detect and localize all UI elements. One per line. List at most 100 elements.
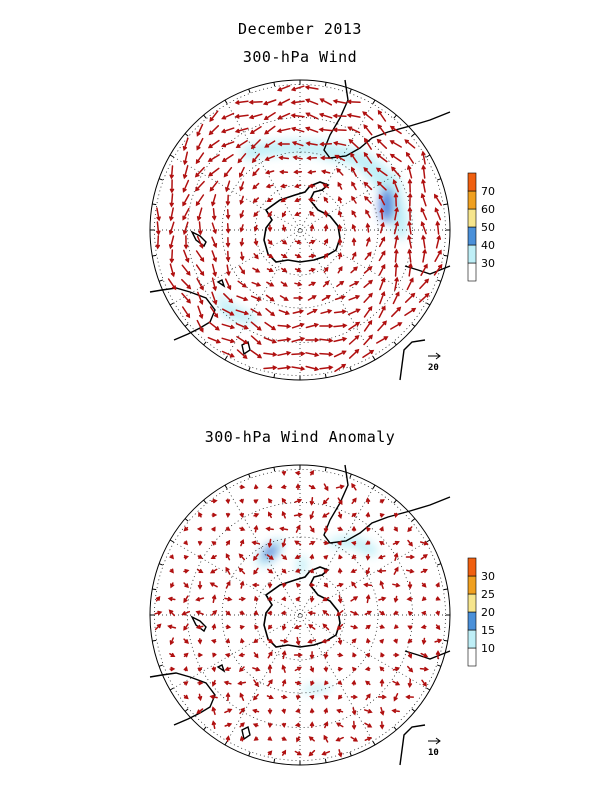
wind-vector xyxy=(363,582,373,588)
wind-vector xyxy=(309,721,315,728)
rim-tick xyxy=(426,154,431,158)
wind-vector xyxy=(379,290,386,305)
wind-vector xyxy=(323,707,329,714)
wind-vector xyxy=(308,211,315,217)
wind-vector xyxy=(197,568,204,574)
wind-vector xyxy=(225,638,231,644)
wind-vector xyxy=(376,138,388,149)
colorbar-segment xyxy=(467,575,477,595)
wind-vector xyxy=(280,484,287,490)
wind-vector xyxy=(195,194,205,207)
wind-vector xyxy=(389,153,402,163)
wind-vector xyxy=(295,708,301,713)
wind-vector xyxy=(181,610,191,616)
wind-vector xyxy=(211,236,218,249)
wind-vector xyxy=(350,568,357,574)
wind-vector xyxy=(194,166,205,178)
wind-vector xyxy=(236,295,249,302)
wind-vector xyxy=(266,197,274,203)
wind-vector xyxy=(253,524,259,533)
rim-tick xyxy=(203,341,207,346)
wind-vector xyxy=(225,553,231,561)
anomaly-map: 10 10 15 20 25 30 xyxy=(149,464,495,766)
wind-vector xyxy=(197,638,203,645)
wind-vector xyxy=(366,637,371,644)
wind-vector xyxy=(407,638,413,644)
wind-vector xyxy=(318,112,333,119)
wind-vector xyxy=(363,305,373,318)
wind-vector xyxy=(337,694,343,700)
wind-vector xyxy=(350,166,357,177)
wind-vector xyxy=(393,566,399,575)
wind-vector xyxy=(435,624,441,631)
wind-vector xyxy=(181,264,191,276)
wind-vector xyxy=(406,277,414,291)
wind-vector xyxy=(379,638,385,644)
wind-vector xyxy=(363,124,373,136)
rim-tick xyxy=(248,473,251,478)
wind-vector xyxy=(309,496,315,506)
wind-vector xyxy=(279,169,289,175)
antarctica-coastline xyxy=(263,181,341,263)
wind-vector xyxy=(422,248,427,263)
wind-vector xyxy=(337,251,343,260)
wind-vector xyxy=(225,180,231,193)
wind-vector xyxy=(407,248,412,263)
wind-vector xyxy=(323,666,329,673)
wind-vector xyxy=(365,222,371,233)
wind-vector xyxy=(350,596,359,602)
wind-vector xyxy=(267,651,273,659)
wind-vector xyxy=(278,155,290,161)
wind-vector xyxy=(267,224,273,233)
wind-vector xyxy=(348,294,361,301)
wind-vector xyxy=(239,224,244,233)
wind-vector xyxy=(207,139,220,149)
wind-vector xyxy=(277,351,292,357)
wind-vector xyxy=(253,567,259,575)
wind-vector xyxy=(336,708,344,714)
wind-vector xyxy=(392,582,401,588)
wind-vector xyxy=(323,555,329,560)
wind-vector xyxy=(221,350,235,358)
wind-vector xyxy=(364,722,373,728)
wind-vector xyxy=(238,567,246,575)
wind-vector xyxy=(407,178,413,193)
wind-vector xyxy=(334,363,347,373)
colorbar-label: 50 xyxy=(481,221,495,234)
wind-vector xyxy=(239,181,245,192)
wind-vector xyxy=(305,112,319,120)
wind-vector xyxy=(234,127,249,134)
wind-vector xyxy=(183,540,188,546)
wind-vector xyxy=(280,183,288,189)
wind-vector xyxy=(435,220,440,235)
wind-vector xyxy=(239,539,245,547)
wind-vector xyxy=(294,722,301,728)
wind-vector xyxy=(348,138,360,149)
wind-vector xyxy=(407,539,413,547)
wind-vector xyxy=(335,736,344,742)
wind-vector xyxy=(337,540,342,546)
wind-vector xyxy=(170,582,175,589)
wind-vector xyxy=(225,512,231,519)
wind-vector xyxy=(405,554,416,560)
wind-vector xyxy=(167,278,177,291)
wind-vector xyxy=(239,722,245,728)
wind-vector xyxy=(168,235,175,250)
wind-vector xyxy=(394,512,399,518)
wind-vector xyxy=(295,483,301,491)
anomaly-reference-label: 10 xyxy=(428,748,439,758)
rim-tick xyxy=(393,114,397,119)
wind-vector xyxy=(195,152,205,165)
latitude-circle xyxy=(187,117,413,343)
wind-vector xyxy=(392,680,401,686)
wind-vector xyxy=(169,249,175,264)
wind-vector xyxy=(251,281,262,287)
rim-tick xyxy=(437,664,442,667)
wind-vector xyxy=(337,526,344,531)
wind-vector xyxy=(351,223,356,232)
wind-vector xyxy=(307,169,317,175)
wind-vector xyxy=(365,693,371,701)
wind-vector xyxy=(322,497,330,505)
wind-vector xyxy=(351,720,357,731)
wind-vector xyxy=(394,234,399,249)
